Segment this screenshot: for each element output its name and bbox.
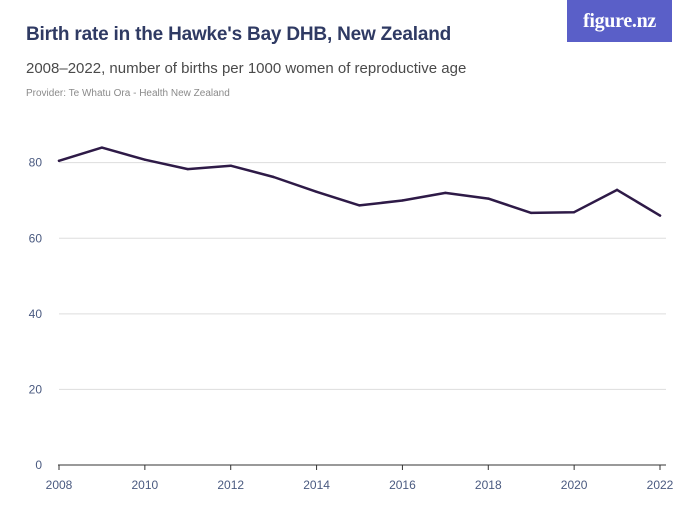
data-point[interactable]	[143, 158, 147, 161]
data-point[interactable]	[315, 190, 318, 193]
x-tick-label: 2014	[303, 478, 330, 492]
y-tick-label: 80	[29, 156, 43, 170]
data-point[interactable]	[444, 191, 447, 195]
data-point[interactable]	[272, 175, 275, 179]
x-tick-label: 2020	[561, 478, 588, 492]
chart-title: Birth rate in the Hawke's Bay DHB, New Z…	[26, 24, 452, 45]
data-point[interactable]	[229, 164, 232, 167]
x-tick-label: 2012	[217, 478, 244, 492]
data-point[interactable]	[658, 214, 662, 217]
x-tick-label: 2008	[46, 478, 73, 492]
x-tick-label: 2018	[475, 478, 502, 492]
data-point[interactable]	[487, 197, 490, 200]
y-axis-labels: 0 20 40 60 80	[29, 156, 43, 472]
chart-subtitle: 2008–2022, number of births per 1000 wom…	[26, 60, 467, 77]
data-provider: Provider: Te Whatu Ora - Health New Zeal…	[26, 88, 230, 99]
x-tick-label: 2010	[132, 478, 159, 492]
data-point[interactable]	[401, 199, 404, 202]
x-tick-label: 2022	[647, 478, 674, 492]
grid-lines	[59, 162, 666, 390]
y-tick-label: 60	[29, 231, 43, 245]
y-tick-label: 40	[29, 307, 43, 321]
data-point[interactable]	[100, 146, 104, 149]
data-point[interactable]	[572, 210, 576, 214]
x-tick-label: 2016	[389, 478, 416, 492]
data-point[interactable]	[358, 204, 361, 207]
y-tick-label: 20	[29, 382, 43, 396]
data-point[interactable]	[615, 188, 619, 192]
data-point[interactable]	[186, 167, 189, 171]
series-layer	[57, 146, 662, 217]
data-point[interactable]	[57, 159, 61, 162]
data-point[interactable]	[530, 211, 533, 215]
x-axis-labels: 2008 2010 2012 2014 2016 2018 2020 2022	[46, 465, 674, 492]
y-tick-label: 0	[35, 458, 42, 472]
figure-nz-logo[interactable]: figure.nz	[567, 0, 672, 42]
